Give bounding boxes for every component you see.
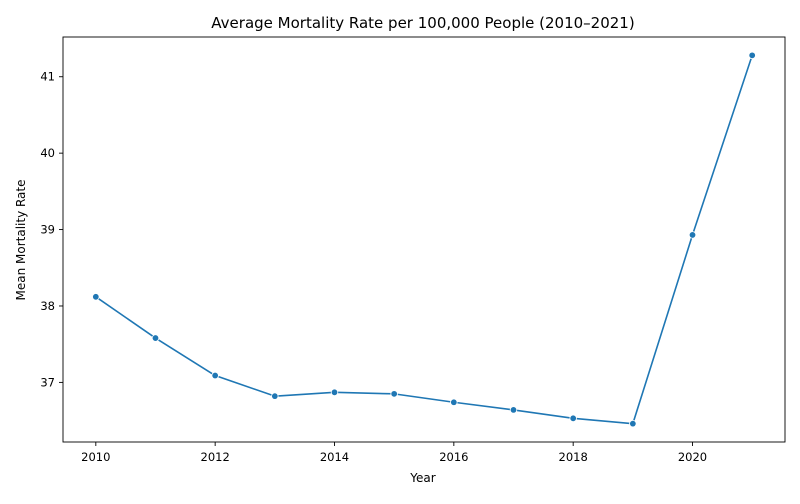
y-axis-label: Mean Mortality Rate xyxy=(14,179,28,300)
x-axis-ticks: 2010 2012 2014 2016 2018 2020 xyxy=(81,442,707,464)
data-point xyxy=(151,334,160,342)
data-point xyxy=(629,419,637,428)
x-axis-label: Year xyxy=(409,471,435,485)
y-axis-ticks: 37 38 39 40 41 xyxy=(40,70,63,389)
data-point xyxy=(569,414,577,423)
chart-title: Average Mortality Rate per 100,000 Peopl… xyxy=(211,14,634,32)
y-tick-label: 40 xyxy=(40,146,55,160)
y-tick-label: 38 xyxy=(40,299,55,313)
data-point xyxy=(330,388,339,397)
x-tick-label: 2010 xyxy=(81,450,110,464)
plot-frame xyxy=(62,36,786,443)
y-tick-label: 37 xyxy=(40,375,55,389)
y-tick-label: 39 xyxy=(40,223,55,237)
x-tick-label: 2014 xyxy=(320,450,349,464)
data-point xyxy=(509,406,518,414)
series-line xyxy=(95,55,753,425)
x-tick-label: 2016 xyxy=(439,450,468,464)
series-layer xyxy=(92,51,756,428)
data-point xyxy=(390,390,398,398)
x-tick-label: 2020 xyxy=(678,450,707,464)
data-point xyxy=(748,51,756,60)
x-tick-label: 2012 xyxy=(201,450,230,464)
data-point xyxy=(688,231,697,239)
data-point xyxy=(271,392,279,400)
y-tick-label: 41 xyxy=(40,70,55,84)
data-point xyxy=(211,371,219,380)
data-point xyxy=(450,398,458,406)
x-tick-label: 2018 xyxy=(559,450,588,464)
data-point xyxy=(92,293,100,301)
